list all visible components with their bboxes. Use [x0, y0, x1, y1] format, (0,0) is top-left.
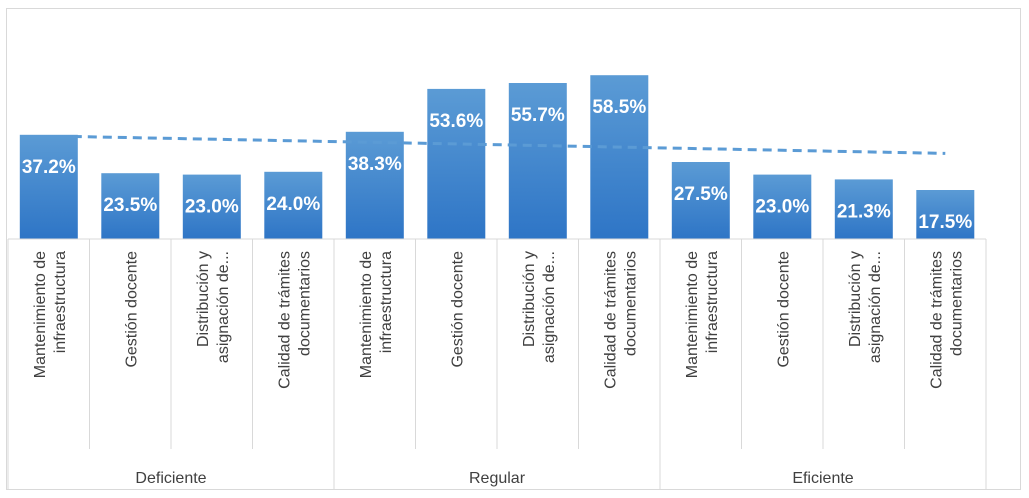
bar-eficiente-4	[916, 190, 975, 239]
data-label-regular-2: 53.6%	[429, 111, 483, 132]
tick-label-deficiente-2-line1: Gestión docente	[123, 251, 140, 368]
tick-label-deficiente-1-line2: infraestructura	[52, 251, 69, 353]
bar-deficiente-2	[101, 173, 160, 239]
bar-eficiente-2	[753, 174, 812, 239]
bar-regular-4	[590, 75, 649, 239]
tick-label-eficiente-1-line1: Mantenimiento de	[684, 251, 701, 378]
bar-chart: 37.2% 23.5% 23.0% 24.0% 38.3% 53.6% 55.7% 58.5%…	[7, 75, 987, 489]
bar-deficiente-3	[182, 174, 241, 239]
bar-eficiente-3	[834, 179, 893, 239]
data-label-regular-1: 38.3%	[348, 154, 402, 175]
tick-label-eficiente-1-line2: infraestructura	[704, 251, 721, 353]
data-label-deficiente-4: 24.0%	[266, 194, 320, 215]
data-label-eficiente-3: 21.3%	[837, 201, 891, 222]
bar-deficiente-4	[264, 171, 323, 239]
chart-frame: 37.2% 23.5% 23.0% 24.0% 38.3% 53.6% 55.7% 58.5%…	[6, 8, 1021, 490]
tick-label-deficiente-3-line1: Distribución y	[195, 251, 212, 347]
bar-regular-2	[427, 88, 486, 240]
bar-regular-1	[345, 131, 404, 239]
tick-label-deficiente-1-line1: Mantenimiento de	[32, 251, 49, 378]
data-label-deficiente-1: 37.2%	[22, 157, 76, 178]
tick-label-eficiente-3-line1: Distribución y	[847, 251, 864, 347]
x-axis: Mantenimiento de infraestructura Gestión d…	[7, 238, 987, 489]
group-label-regular: Regular	[469, 470, 526, 487]
bar-eficiente-1	[671, 162, 730, 239]
data-label-eficiente-1: 27.5%	[674, 184, 728, 205]
data-label-eficiente-4: 17.5%	[918, 212, 972, 233]
tick-label-regular-3-line1: Distribución y	[521, 251, 538, 347]
bars-layer	[19, 75, 975, 240]
tick-label-regular-3-line2: asignación de...	[541, 251, 558, 363]
tick-label-eficiente-4-line2: documentarios	[948, 251, 965, 356]
data-label-eficiente-2: 23.0%	[755, 197, 809, 218]
data-label-regular-3: 55.7%	[511, 105, 565, 126]
tick-label-eficiente-2-line1: Gestión docente	[775, 251, 792, 368]
bar-deficiente-1	[19, 134, 78, 239]
tick-label-deficiente-4-line1: Calidad de trámites	[276, 251, 293, 389]
tick-label-regular-2-line1: Gestión docente	[449, 251, 466, 368]
trend-layer	[72, 135, 946, 155]
tick-label-eficiente-4-line1: Calidad de trámites	[928, 251, 945, 389]
trendline	[72, 135, 946, 155]
tick-label-regular-4-line1: Calidad de trámites	[602, 251, 619, 389]
tick-label-regular-1-line2: infraestructura	[378, 251, 395, 353]
tick-label-deficiente-4-line2: documentarios	[296, 251, 313, 356]
data-label-deficiente-3: 23.0%	[185, 197, 239, 218]
tick-label-eficiente-3-line2: asignación de...	[867, 251, 884, 363]
tick-label-regular-4-line2: documentarios	[622, 251, 639, 356]
data-label-regular-4: 58.5%	[592, 97, 646, 118]
data-labels-layer: 37.2% 23.5% 23.0% 24.0% 38.3% 53.6% 55.7% 58.5%…	[22, 97, 972, 233]
tick-label-deficiente-3-line2: asignación de...	[215, 251, 232, 363]
bar-regular-3	[508, 83, 567, 239]
group-label-deficiente: Deficiente	[135, 470, 206, 487]
data-label-deficiente-2: 23.5%	[103, 195, 157, 216]
tick-label-regular-1-line1: Mantenimiento de	[358, 251, 375, 378]
group-label-eficiente: Eficiente	[792, 470, 853, 487]
